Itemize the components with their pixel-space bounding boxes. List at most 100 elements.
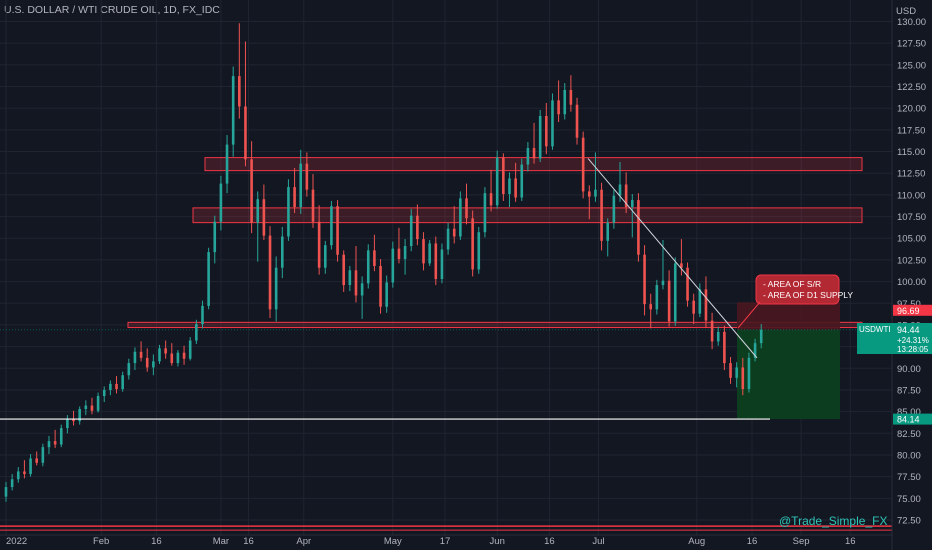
- candle-body: [311, 189, 315, 222]
- candle-body: [667, 280, 671, 322]
- candle-body: [704, 289, 708, 321]
- candle-body: [661, 280, 665, 286]
- time-tick: 16: [243, 536, 254, 547]
- price-tick: 87.50: [897, 385, 921, 396]
- candle-body: [35, 458, 38, 463]
- candle-body: [416, 215, 419, 240]
- candle-body: [96, 396, 100, 411]
- time-tick: 17: [440, 536, 451, 547]
- candle-body: [465, 198, 468, 219]
- candle-body: [84, 405, 88, 410]
- position-tool[interactable]: [737, 302, 840, 420]
- chart-title: U.S. DOLLAR / WTI CRUDE OIL, 1D, FX_IDC: [4, 4, 220, 16]
- annotation-box[interactable]: [755, 274, 840, 305]
- candle-body: [16, 471, 20, 480]
- bar-countdown: 13:28:05: [897, 345, 929, 354]
- overlays-layer: [0, 158, 892, 531]
- candle-body: [201, 305, 204, 325]
- price-tick: 110.00: [897, 190, 925, 201]
- candle-body: [72, 418, 75, 422]
- candle-body: [133, 351, 137, 364]
- candle-body: [305, 163, 309, 190]
- middle-sr-zone: [192, 207, 863, 224]
- trendline: [587, 158, 758, 359]
- candle-body: [90, 405, 94, 411]
- watermark: @Trade_Simple_FX: [779, 514, 887, 528]
- candle-body: [723, 331, 726, 364]
- candle-body: [188, 340, 192, 359]
- price-tick: 120.00: [897, 104, 926, 115]
- candle-body: [471, 218, 474, 270]
- candle-body: [624, 184, 628, 208]
- candle-body: [538, 115, 542, 159]
- price-tick: 90.00: [897, 364, 921, 375]
- candle-body: [563, 89, 567, 115]
- price-tick: 115.00: [897, 147, 925, 158]
- candle-body: [422, 239, 425, 264]
- candle-body: [514, 178, 517, 198]
- upper-supply-zone: [204, 157, 863, 172]
- time-tick: 2022: [6, 536, 27, 547]
- candle-body: [225, 144, 229, 184]
- time-tick: May: [384, 536, 402, 547]
- price-tick: 85.00: [897, 407, 921, 418]
- candle-body: [385, 282, 388, 307]
- time-tick: Sep: [793, 536, 810, 547]
- candle-body: [759, 329, 763, 344]
- candle-body: [29, 458, 32, 475]
- candle-body: [673, 263, 677, 322]
- candle-body: [569, 89, 573, 105]
- candle-body: [207, 252, 210, 306]
- target-area: [737, 329, 840, 420]
- candle-body: [502, 157, 505, 195]
- price-tick: 130.00: [897, 17, 926, 28]
- annotation-pointer: [737, 301, 761, 329]
- candle-body: [747, 357, 751, 390]
- price-tick: 117.50: [897, 125, 925, 136]
- annotation-callout[interactable]: - AREA OF S/R - AREA OF D1 SUPPLY: [737, 274, 853, 329]
- candle-body: [753, 343, 757, 358]
- candle-body: [630, 200, 634, 208]
- time-tick: 16: [544, 536, 555, 547]
- time-tick: Aug: [688, 536, 705, 547]
- candle-body: [4, 487, 8, 497]
- candle-body: [452, 228, 456, 237]
- candle-body: [268, 235, 272, 310]
- candle-body: [434, 243, 438, 279]
- candle-body: [495, 157, 499, 206]
- time-axis[interactable]: 2022 Feb 16 Mar 16 Apr May 17 Jun 16 Jul Aug 16 Sep 16: [0, 534, 892, 547]
- candle-body: [158, 348, 161, 362]
- candle-body: [557, 100, 560, 115]
- candle-body: [409, 215, 413, 247]
- price-tick: 127.50: [897, 39, 926, 50]
- time-tick: 16: [845, 536, 856, 547]
- candle-body: [287, 187, 290, 237]
- candle-body: [41, 447, 45, 463]
- candle-body: [710, 320, 714, 342]
- price-tick: 72.50: [897, 516, 921, 527]
- candle-body: [121, 375, 124, 390]
- time-tick: Apr: [296, 536, 311, 547]
- candle-body: [145, 357, 149, 368]
- candle-body: [323, 245, 327, 268]
- candle-body: [66, 418, 69, 429]
- candle-body: [643, 254, 646, 305]
- candle-body: [428, 243, 431, 264]
- candle-body: [330, 206, 333, 246]
- candle-body: [139, 351, 143, 358]
- candle-body: [508, 178, 511, 195]
- candle-body: [594, 189, 597, 197]
- candle-body: [281, 236, 284, 268]
- price-tick: 105.00: [897, 234, 926, 245]
- candle-body: [152, 361, 155, 368]
- price-tick: 77.50: [897, 472, 921, 483]
- candle-body: [575, 104, 579, 138]
- grid-lines: [0, 0, 892, 535]
- candle-body: [459, 198, 462, 237]
- candle-body: [588, 191, 591, 197]
- candle-body: [698, 289, 702, 314]
- candle-body: [213, 221, 217, 253]
- candle-body: [532, 148, 536, 159]
- price-axis[interactable]: USD 130.00 127.50 125.00 122.50 120.00 117.50…: [891, 0, 926, 550]
